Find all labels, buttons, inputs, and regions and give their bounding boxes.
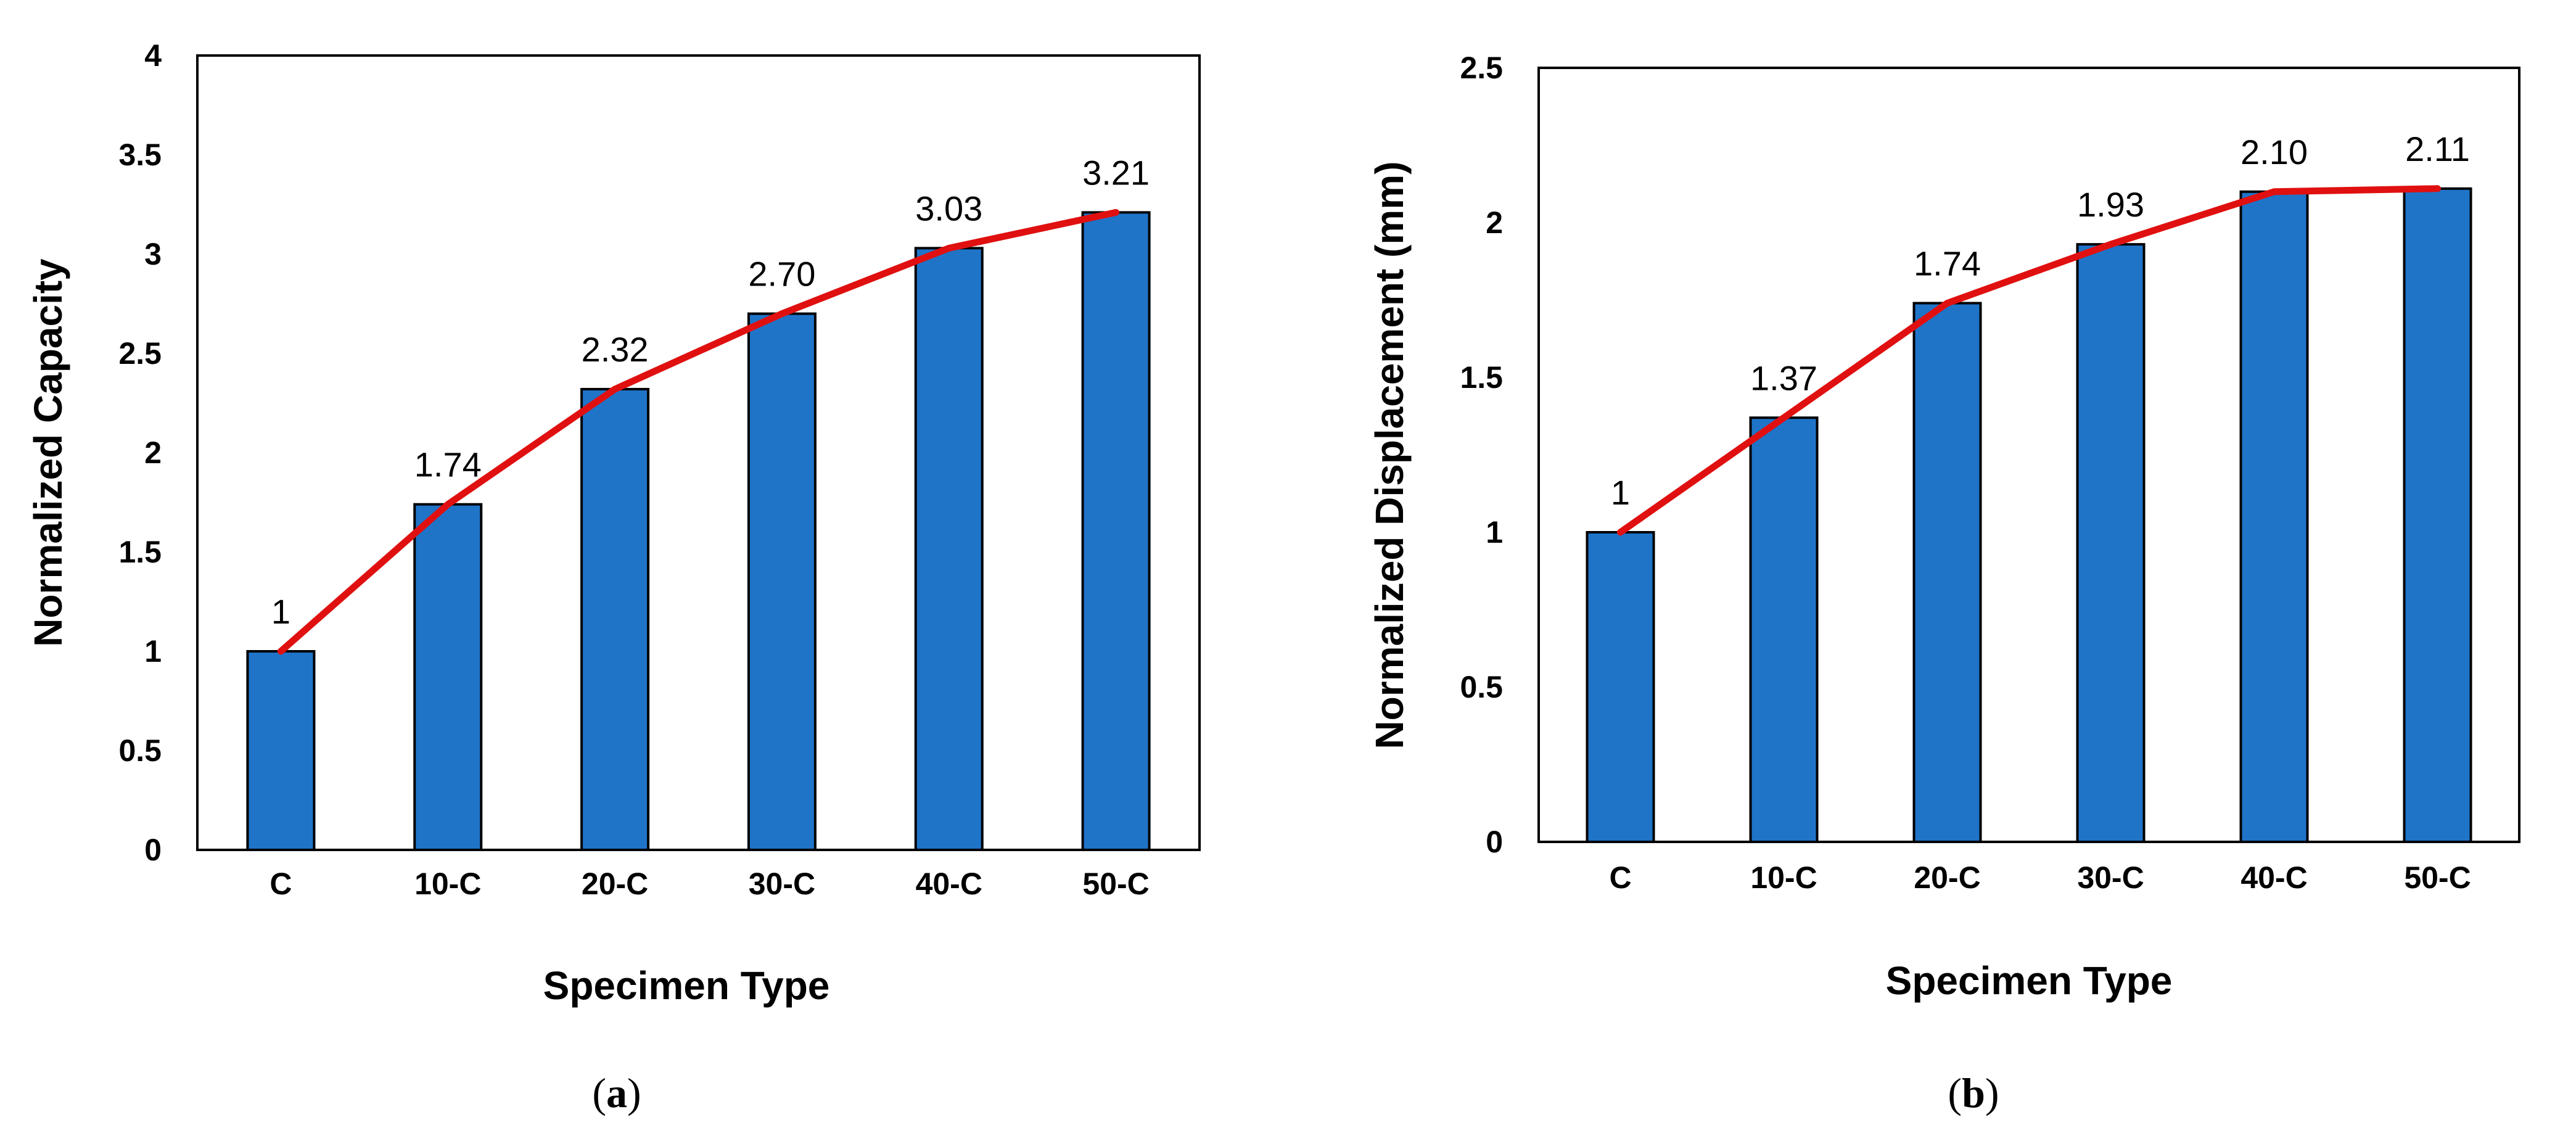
data-label: 1 — [1611, 473, 1630, 512]
plot-frame-b — [1537, 67, 2520, 843]
y-tick-label: 2 — [144, 435, 162, 470]
y-tick-label: 2.5 — [1460, 51, 1503, 85]
y-tick-label: 1.5 — [118, 535, 162, 569]
data-label: 1.74 — [1914, 244, 1981, 283]
trend-line-group-b — [1617, 185, 2441, 536]
bar-group-a — [246, 211, 1151, 852]
y-axis-title-a: Normalized Capacity — [26, 258, 70, 647]
bar-10-c — [1749, 416, 1819, 843]
y-tick-label: 3.5 — [118, 138, 162, 172]
y-tick-label: 0.5 — [118, 733, 162, 768]
data-label: 2.32 — [582, 330, 649, 369]
trend-line-group-a — [277, 208, 1120, 655]
data-label: 2.70 — [748, 255, 815, 294]
y-tick-label: 1 — [144, 634, 162, 669]
x-tick-label: 40-C — [2241, 860, 2307, 895]
data-labels-b: 1 1.37 1.74 1.93 2.10 2.11 — [1611, 130, 2470, 512]
bar-30-c — [2076, 243, 2146, 843]
x-tick-label: 10-C — [1750, 860, 1817, 895]
y-tick-label: 0 — [144, 833, 162, 867]
bar-30-c — [747, 312, 817, 852]
bar-group-b — [1586, 187, 2472, 843]
data-label: 1.37 — [1750, 358, 1817, 397]
chart-panel-a: 00.511.522.533.54 C 10-C 20-C 30-C 40-C 50-C … — [26, 38, 1201, 1116]
y-tick-label: 0 — [1486, 825, 1503, 859]
x-tick-label: 20-C — [1914, 860, 1980, 895]
x-tick-label: 30-C — [2077, 860, 2144, 895]
y-tick-label: 1 — [1486, 515, 1503, 550]
y-tick-labels-b: 0 0.5 1 1.5 2 2.5 — [1460, 51, 1503, 859]
caption-a: (a) — [592, 1069, 641, 1116]
bar-c — [246, 650, 316, 851]
y-tick-label: 4 — [144, 38, 162, 73]
data-labels-a: 1 1.74 2.32 2.70 3.03 3.21 — [271, 153, 1150, 631]
x-tick-label: 10-C — [414, 867, 481, 901]
data-label: 1.74 — [414, 445, 482, 484]
x-tick-labels-a: C 10-C 20-C 30-C 40-C 50-C — [270, 867, 1149, 901]
y-tick-label: 2.5 — [118, 336, 162, 371]
trend-line — [277, 208, 1120, 655]
x-tick-label: 30-C — [749, 867, 815, 901]
x-tick-label: 50-C — [2404, 860, 2471, 895]
bar-c — [1586, 531, 1655, 843]
x-tick-label: 20-C — [582, 867, 648, 901]
bar-40-c — [2239, 190, 2309, 843]
y-axis-title-b: Normalized Displacement (mm) — [1367, 161, 1412, 749]
y-tick-labels-a: 0 0.5 1 1.5 2 2.5 3 3.5 4 — [118, 38, 162, 867]
x-tick-label: C — [1609, 860, 1631, 895]
data-label: 3.21 — [1082, 153, 1150, 192]
y-tick-label: 2 — [1486, 205, 1503, 240]
x-tick-label: 50-C — [1082, 867, 1149, 901]
x-tick-label: C — [270, 867, 292, 901]
y-tick-label: 0.5 — [1460, 670, 1503, 704]
plot-frame-a — [196, 54, 1201, 851]
y-tick-label: 1.5 — [1460, 360, 1503, 395]
bar-20-c — [580, 387, 650, 851]
data-label: 1 — [271, 592, 290, 631]
data-label: 2.11 — [2405, 130, 2470, 168]
bar-40-c — [914, 247, 984, 851]
data-label: 3.03 — [915, 189, 982, 228]
trend-line — [1617, 185, 2441, 536]
bar-50-c — [2403, 187, 2472, 843]
x-axis-title-a: Specimen Type — [543, 963, 830, 1008]
chart-panel-b: 0 0.5 1 1.5 2 2.5 C 10-C 20-C 30-C 40-C 50-C 1 1.37… — [1367, 51, 2520, 1116]
bar-10-c — [413, 503, 483, 851]
x-axis-title-b: Specimen Type — [1886, 958, 2173, 1003]
x-tick-labels-b: C 10-C 20-C 30-C 40-C 50-C — [1609, 860, 2471, 895]
caption-b: (b) — [1948, 1069, 1999, 1116]
data-label: 2.10 — [2241, 133, 2308, 171]
data-label: 1.93 — [2077, 185, 2144, 224]
y-tick-label: 3 — [144, 237, 162, 271]
bar-20-c — [1912, 302, 1982, 843]
x-tick-label: 40-C — [916, 867, 982, 901]
bar-50-c — [1081, 211, 1151, 851]
